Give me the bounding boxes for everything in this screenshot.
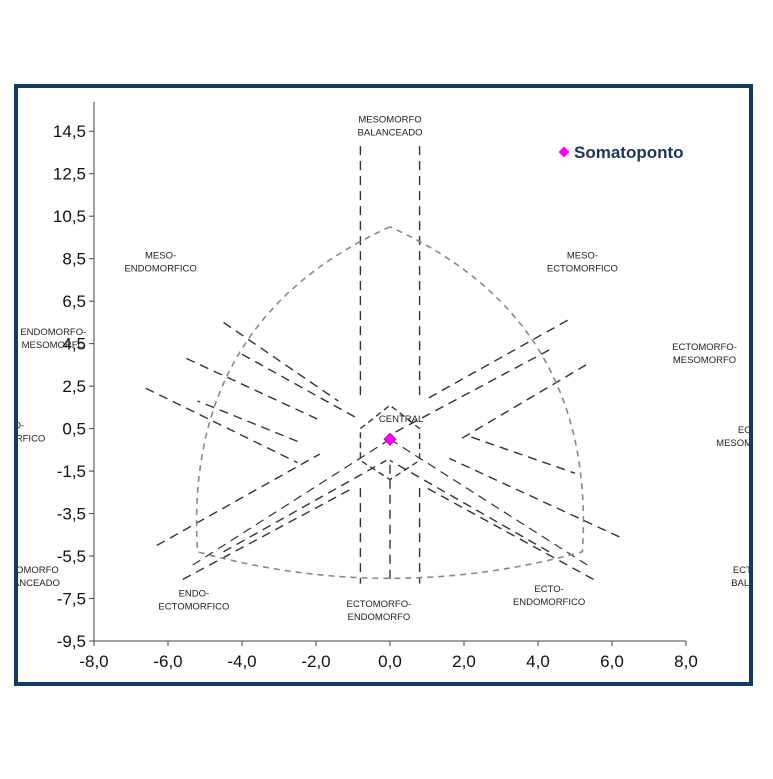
region-label: ENDOMORFO BALANCEADO [18,565,60,589]
region-label-line: ENDOMORFO- [20,327,86,338]
y-tick-label: 0,5 [62,420,86,439]
y-tick-label: -1,5 [57,462,86,481]
y-tick-label: 10,5 [53,207,86,226]
region-label-line: MESOMORFICO [18,434,45,445]
x-tick-label: -6,0 [153,652,182,671]
y-tick-label: 2,5 [62,377,86,396]
region-label-line: ECTOMORFO- [672,342,737,353]
somatochart: 14,5 12,5 10,5 8,5 6,5 4,5 2,5 0,5 -1,5 -3,5 -5,5 -… [18,102,749,671]
region-label: CENTRAL [379,414,423,425]
x-tick-label: 0,0 [378,652,402,671]
region-guides [145,146,620,584]
region-label: ECTO- ENDOMORFICO [513,584,585,608]
region-label-line: ECTO- [534,584,563,595]
region-label-line: ENDOMORFO [347,612,410,623]
tick-labels: 14,5 12,5 10,5 8,5 6,5 4,5 2,5 0,5 -1,5 -3,5 -5,5 -… [53,122,698,671]
region-label: ECTOMORFO BALANCEADO [731,565,749,589]
region-label-line: BALANCEADO [731,578,749,589]
y-tick-label: 14,5 [53,122,86,141]
y-tick-label: -3,5 [57,505,86,524]
region-label: MESO- ECTOMORFICO [547,251,618,275]
region-label-line: ENDOMORFO [18,565,59,576]
guide-line [426,319,568,400]
guide-line [182,487,354,581]
legend-marker-icon [558,146,570,158]
region-label-line: ENDO- [179,588,210,599]
region-label: ECTO- MESOMORFICO [716,425,749,449]
region-label: MESOMORFO BALANCEADO [358,115,423,139]
y-tick-label: 8,5 [62,250,86,269]
region-label-line: ECTO- [738,425,749,436]
y-tick-label: 4,5 [62,335,86,354]
y-tick-label: -9,5 [57,632,86,651]
guide-line [426,487,594,581]
region-label: ENDOMORFO- MESOMORFO [20,327,86,351]
region-label-line: MESOMORFO [22,340,85,351]
guide-line [471,436,576,474]
region-label-line: MESOMORFICO [716,438,749,449]
guide-line [186,357,320,421]
guide-line [189,438,391,568]
region-label-line: MESOMORFO [673,355,736,366]
x-tick-label: -8,0 [79,652,108,671]
guide-line [389,459,550,553]
region-label: ENDO- MESOMORFICO [18,421,45,445]
region-label-line: CENTRAL [379,414,423,425]
region-label-line: BALANCEADO [358,128,423,139]
chart-frame: 14,5 12,5 10,5 8,5 6,5 4,5 2,5 0,5 -1,5 -3,5 -5,5 -… [14,84,753,686]
region-label-line: ENDO- [18,421,24,432]
x-tick-label: 2,0 [452,652,476,671]
guide-line [145,387,298,464]
guide-line [197,400,298,442]
guide-line [241,353,358,419]
guide-line [389,438,591,568]
y-tick-label: 6,5 [62,292,86,311]
region-label-line: ECTOMORFICO [158,601,229,612]
region-label: MESO- ENDOMORFICO [124,251,196,275]
x-tick-label: 8,0 [674,652,698,671]
region-label-line: ECTOMORFO [733,565,749,576]
guide-line [459,364,587,440]
guide-line [448,457,620,538]
legend-label-somatoponto: Somatoponto [574,143,684,162]
y-tick-label: 12,5 [53,165,86,184]
guide-line [223,459,387,553]
region-label-line: ENDOMORFICO [124,264,196,275]
region-label-line: MESO- [567,251,598,262]
region-label: ECTOMORFO- ENDOMORFO [347,599,412,623]
outer-boundary [195,225,585,580]
region-label-line: ENDOMORFICO [513,597,585,608]
x-tick-label: -4,0 [227,652,256,671]
region-label-line: ECTOMORFO- [347,599,412,610]
y-tick-label: -7,5 [57,590,86,609]
region-labels: MESOMORFO BALANCEADOMESO-ENDOMORFICOMESO-… [18,115,749,623]
legend: Somatoponto [558,143,684,162]
guide-line [389,349,550,436]
y-tick-label: -5,5 [57,547,86,566]
x-tick-label: 4,0 [526,652,550,671]
data-points [383,432,397,446]
region-label: ENDO- ECTOMORFICO [158,588,229,612]
x-tick-label: -2,0 [301,652,330,671]
region-label-line: MESOMORFO [358,115,421,126]
x-tick-label: 6,0 [600,652,624,671]
region-label-line: ECTOMORFICO [547,264,618,275]
guide-line [156,453,321,547]
region-label-line: BALANCEADO [18,578,60,589]
guide-line [223,321,339,402]
region-label-line: MESO- [145,251,176,262]
data-point-somatoponto [383,432,397,446]
axes [89,102,687,646]
region-label: ECTOMORFO- MESOMORFO [672,342,737,366]
